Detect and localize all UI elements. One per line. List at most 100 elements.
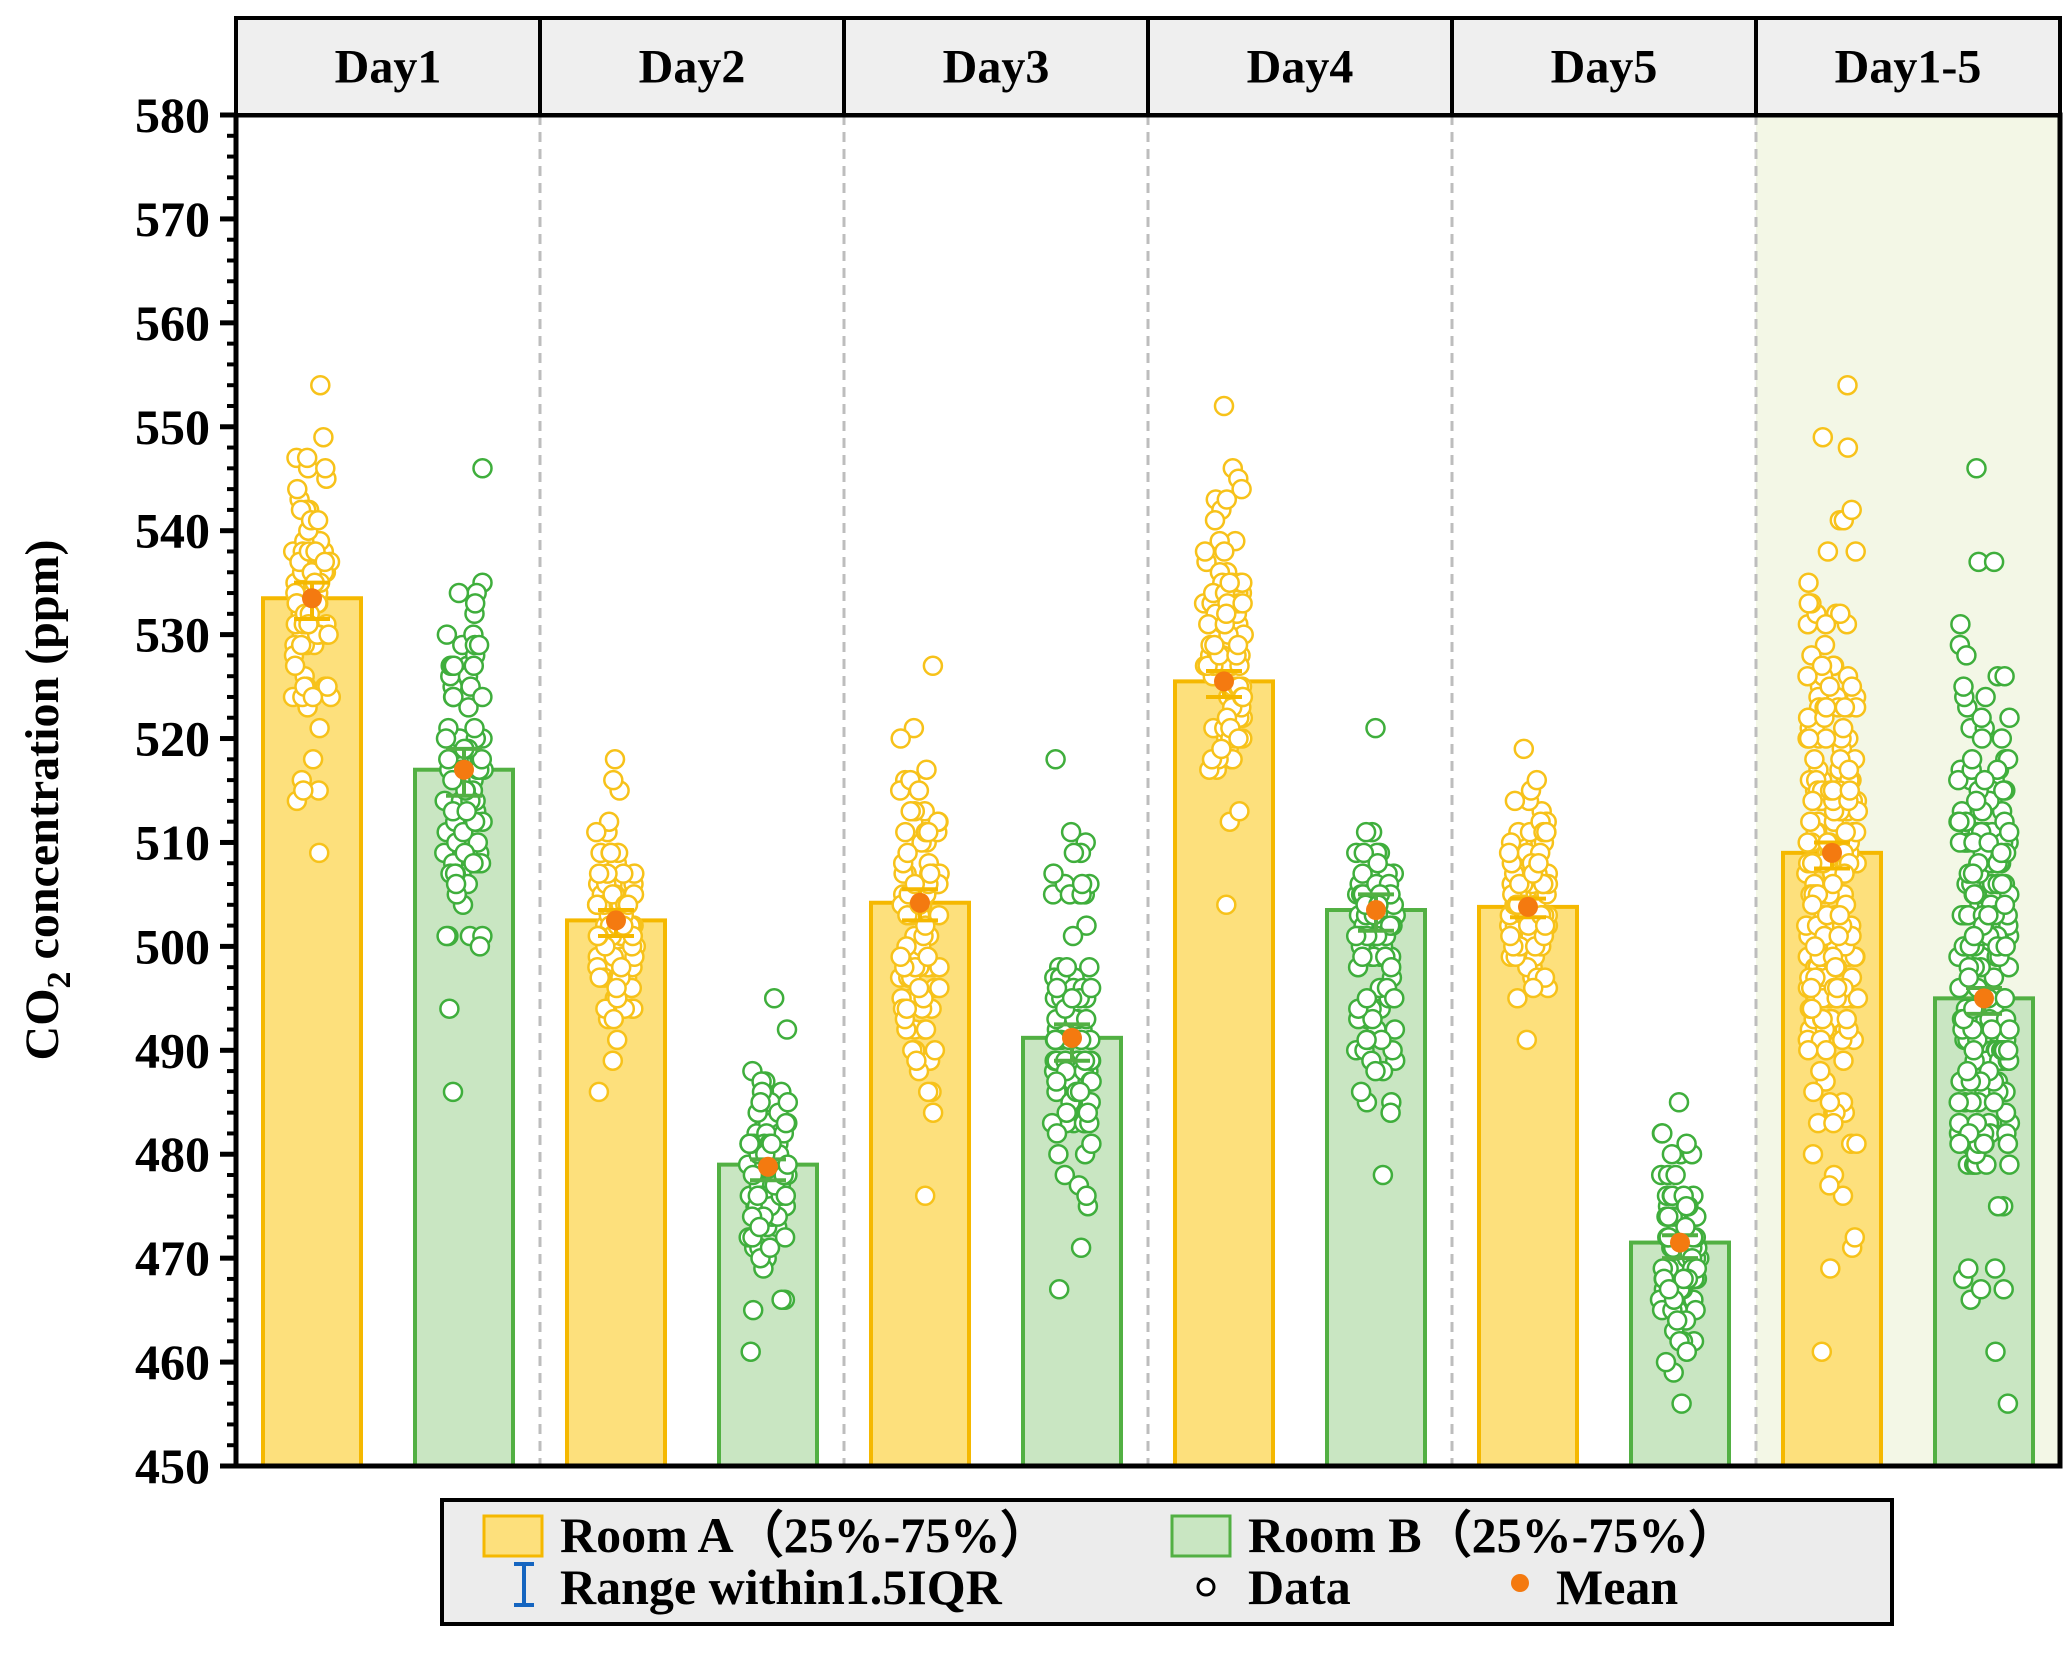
data-point xyxy=(774,1227,796,1248)
mean-point xyxy=(758,1156,778,1177)
y-axis-title: CO2 concentration (ppm) xyxy=(16,540,78,1061)
data-point xyxy=(908,780,930,801)
data-point xyxy=(439,998,460,1019)
data-point xyxy=(1974,769,1995,791)
data-point xyxy=(1833,1050,1854,1071)
facet-label: Day4 xyxy=(1247,41,1354,94)
data-point xyxy=(472,458,493,479)
data-point xyxy=(1991,728,2013,749)
data-point xyxy=(1352,946,1373,968)
data-point xyxy=(1232,593,1253,614)
data-point xyxy=(603,769,624,791)
data-point xyxy=(1978,904,1999,926)
data-point xyxy=(1839,780,1861,801)
legend-label-range: Range within1.5IQR xyxy=(560,1559,1003,1615)
data-point xyxy=(929,977,950,999)
data-point xyxy=(890,728,911,749)
data-point xyxy=(1958,1258,1979,1279)
data-point xyxy=(309,717,330,739)
data-point xyxy=(1994,988,2016,1009)
data-point xyxy=(1219,572,1240,593)
data-point xyxy=(1800,977,1822,999)
data-point xyxy=(1819,1092,1841,1113)
data-point xyxy=(749,1216,770,1238)
range-icon xyxy=(514,1562,534,1607)
data-point xyxy=(1211,738,1232,760)
data-point xyxy=(310,374,331,396)
data-point xyxy=(467,832,489,853)
data-point xyxy=(463,655,485,677)
data-point xyxy=(1077,1102,1099,1123)
data-point xyxy=(1998,821,2020,843)
data-point xyxy=(1054,1164,1076,1186)
data-point xyxy=(442,1081,464,1103)
data-point xyxy=(1814,634,1836,656)
y-tick-label: 530 xyxy=(135,607,210,663)
data-point xyxy=(908,977,930,999)
data-point xyxy=(1076,915,1097,936)
facet-header xyxy=(842,16,1150,117)
data-point xyxy=(1999,1154,2020,1175)
data-point xyxy=(1825,956,1846,978)
data-point xyxy=(1815,1040,1837,1061)
frame-layer: Day1 Day2 Day3 Day4 Day5 Day1-5 450 460 470 480 49… xyxy=(135,16,2063,1494)
data-point xyxy=(1948,1092,1969,1113)
data-point xyxy=(1803,1081,1824,1103)
data-point xyxy=(1671,1393,1692,1414)
data-point xyxy=(1658,1279,1680,1300)
mean-icon xyxy=(1511,1574,1529,1592)
data-point xyxy=(1991,842,2012,864)
data-point xyxy=(1367,852,1388,874)
data-point xyxy=(1676,1133,1697,1155)
data-point xyxy=(1522,977,1544,999)
data-point xyxy=(906,1050,927,1071)
data-point xyxy=(1811,655,1833,677)
data-point xyxy=(895,821,916,843)
data-point xyxy=(1661,1143,1683,1165)
data-point xyxy=(1846,1133,1867,1155)
data-point xyxy=(1999,707,2020,729)
data-point xyxy=(1048,1279,1070,1300)
data-point xyxy=(603,1008,625,1030)
data-point xyxy=(897,842,918,864)
y-tick-label: 570 xyxy=(135,191,210,247)
data-point xyxy=(1956,645,1977,666)
data-point xyxy=(776,1019,798,1040)
data-point xyxy=(1971,707,1992,729)
data-point xyxy=(1975,686,1996,708)
data-point xyxy=(1080,977,1102,999)
data-point xyxy=(1063,842,1085,864)
data-point xyxy=(1352,863,1373,884)
data-point xyxy=(1507,988,1528,1009)
data-point xyxy=(896,998,918,1019)
data-point xyxy=(1213,395,1235,417)
data-point xyxy=(747,1185,769,1207)
data-point xyxy=(1835,821,1856,843)
data-point xyxy=(1836,1008,1858,1030)
mean-point xyxy=(1214,671,1234,692)
data-point xyxy=(1819,1175,1840,1196)
data-point xyxy=(1997,1393,2019,1414)
data-point xyxy=(1076,1185,1097,1207)
data-point xyxy=(900,801,921,822)
data-point xyxy=(1655,1351,1677,1373)
data-point xyxy=(1819,676,1840,697)
data-point xyxy=(588,863,610,884)
data-point xyxy=(1380,1102,1401,1123)
data-point xyxy=(775,1112,797,1134)
data-point xyxy=(308,842,330,864)
data-point xyxy=(1984,1258,2006,1279)
data-point xyxy=(588,1081,610,1103)
data-point xyxy=(1802,1143,1824,1165)
data-point xyxy=(742,1299,764,1321)
data-point xyxy=(1841,499,1862,521)
data-point xyxy=(739,1133,760,1155)
data-point xyxy=(1060,821,1082,843)
data-point xyxy=(1231,478,1252,500)
data-point xyxy=(1046,1123,1068,1144)
data-point xyxy=(1994,665,2015,687)
data-point xyxy=(296,447,318,469)
data-point xyxy=(922,655,944,677)
data-point xyxy=(317,676,338,697)
data-point xyxy=(1844,1227,1866,1248)
